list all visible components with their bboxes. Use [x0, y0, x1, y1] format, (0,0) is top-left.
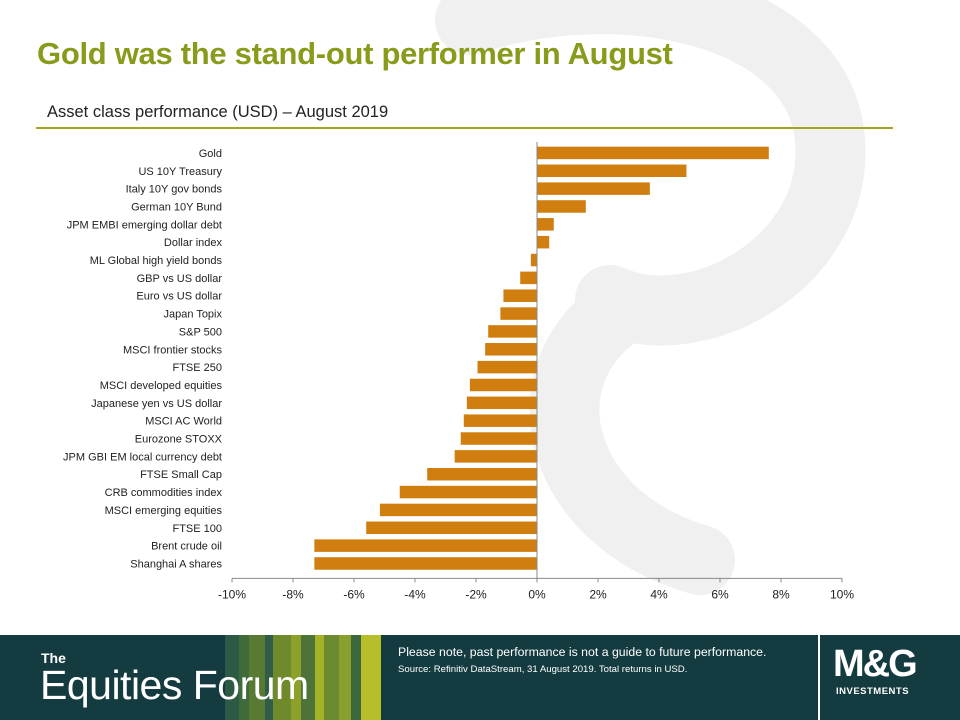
x-tick-label: -4%	[404, 587, 426, 601]
category-label: JPM EMBI emerging dollar debt	[67, 219, 222, 231]
footer-stripes	[225, 635, 381, 720]
x-tick-label: -2%	[465, 587, 487, 601]
bar	[454, 450, 537, 463]
brand-the: The	[41, 650, 66, 666]
category-label: Italy 10Y gov bonds	[126, 184, 223, 196]
category-label: Brent crude oil	[151, 541, 222, 553]
category-label: S&P 500	[179, 326, 222, 338]
x-tick-label: 6%	[711, 587, 729, 601]
x-tick-label: 0%	[528, 587, 546, 601]
category-label: Gold	[199, 148, 222, 160]
category-label: MSCI frontier stocks	[123, 344, 223, 356]
category-label: GBP vs US dollar	[137, 273, 223, 285]
category-label: Eurozone STOXX	[135, 434, 223, 446]
category-label: MSCI developed equities	[100, 380, 223, 392]
subtitle-divider	[36, 127, 893, 129]
bar	[460, 432, 537, 445]
bar-chart: Gold US 10Y Treasury Italy 10Y gov bonds Ge…	[63, 142, 854, 601]
category-label: CRB commodities index	[105, 487, 223, 499]
bar	[537, 146, 769, 160]
x-tick-label: 8%	[772, 587, 790, 601]
bar	[537, 235, 550, 249]
x-tick-label: -10%	[218, 587, 246, 601]
bar	[488, 325, 537, 338]
bar	[366, 521, 537, 535]
category-label: Japan Topix	[163, 309, 222, 321]
category-label: JPM GBI EM local currency debt	[63, 451, 222, 463]
bar	[485, 343, 537, 356]
mg-logo: M&G	[833, 643, 918, 685]
category-label: German 10Y Bund	[131, 201, 222, 213]
category-label: MSCI emerging equities	[105, 505, 223, 517]
page-title: Gold was the stand-out performer in Augu…	[37, 36, 673, 71]
bar	[379, 503, 537, 517]
disclaimer-text: Please note, past performance is not a g…	[398, 645, 767, 659]
bar	[537, 164, 687, 178]
mg-logo-subtitle: INVESTMENTS	[836, 686, 910, 697]
bar	[520, 271, 537, 285]
category-label: US 10Y Treasury	[138, 166, 222, 178]
bar	[399, 485, 537, 499]
bar	[314, 539, 537, 552]
x-tick-label: -6%	[343, 587, 365, 601]
bar	[427, 467, 537, 481]
bar	[314, 557, 537, 570]
background-swirl	[435, 0, 866, 595]
category-label: FTSE 100	[172, 523, 222, 535]
bar	[537, 218, 554, 231]
category-label: Japanese yen vs US dollar	[91, 398, 222, 410]
category-label: MSCI AC World	[145, 416, 222, 428]
bar	[537, 182, 650, 195]
bar	[500, 307, 537, 320]
bar	[463, 414, 537, 427]
x-tick-label: 2%	[589, 587, 607, 601]
bar	[530, 253, 537, 267]
footer-divider	[818, 635, 820, 720]
bar	[477, 360, 537, 374]
brand-name: Equities Forum	[40, 662, 309, 708]
bar	[469, 378, 537, 392]
category-label: Shanghai A shares	[130, 558, 222, 570]
bar	[503, 289, 537, 302]
bar	[466, 396, 537, 410]
footer: The Equities Forum Please note, past per…	[0, 635, 960, 720]
bar	[537, 200, 586, 213]
x-tick-label: -8%	[282, 587, 304, 601]
chart-subtitle: Asset class performance (USD) – August 2…	[47, 103, 389, 121]
category-label: Dollar index	[164, 237, 223, 249]
category-label: FTSE Small Cap	[140, 469, 222, 481]
category-label: FTSE 250	[172, 362, 222, 374]
x-tick-label: 10%	[830, 587, 854, 601]
source-text: Source: Refinitiv DataStream, 31 August …	[398, 664, 688, 675]
x-tick-label: 4%	[650, 587, 668, 601]
category-label: ML Global high yield bonds	[90, 255, 223, 267]
category-label: Euro vs US dollar	[136, 291, 222, 303]
